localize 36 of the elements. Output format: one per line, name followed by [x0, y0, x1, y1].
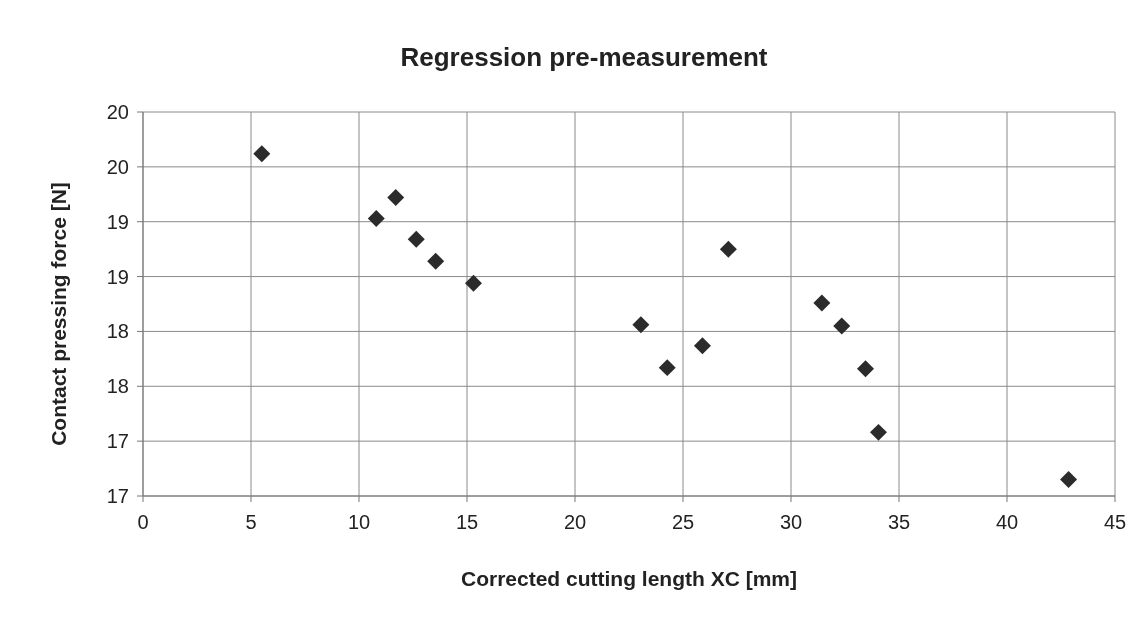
point — [427, 252, 445, 270]
x-tick-label: 15 — [455, 511, 479, 533]
point — [464, 274, 482, 292]
point — [367, 209, 385, 227]
point — [719, 240, 737, 258]
point — [407, 230, 425, 248]
y-tick-label: 19 — [106, 265, 129, 288]
y-axis-title: Contact pressing force [N] — [47, 182, 70, 446]
y-tick-label: 18 — [106, 375, 129, 398]
point — [387, 189, 405, 207]
x-tick-label: 45 — [1103, 511, 1127, 533]
x-tick-label: 10 — [347, 511, 371, 533]
chart-title: Regression pre-measurement — [400, 42, 768, 72]
x-tick-label: 5 — [245, 511, 257, 533]
point — [253, 145, 271, 163]
x-tick-label: 0 — [137, 511, 149, 533]
point — [869, 423, 887, 441]
y-tick-label: 20 — [106, 155, 129, 178]
y-tick-label: 20 — [106, 101, 129, 123]
point — [632, 316, 650, 334]
y-tick-label: 17 — [106, 485, 129, 507]
point — [658, 359, 676, 377]
x-tick-label: 40 — [995, 511, 1019, 533]
point — [857, 360, 875, 378]
x-tick-label: 30 — [779, 511, 803, 533]
x-tick-label: 35 — [887, 511, 911, 533]
point — [833, 317, 851, 335]
point — [693, 337, 711, 355]
point — [813, 294, 831, 312]
x-tick-label: 20 — [563, 511, 587, 533]
x-axis-title: Corrected cutting length XC [mm] — [460, 567, 798, 590]
y-tick-label: 19 — [106, 210, 129, 233]
y-tick-label: 18 — [106, 320, 129, 343]
y-tick-label: 17 — [106, 430, 129, 453]
point — [1060, 471, 1078, 489]
x-tick-label: 25 — [671, 511, 695, 533]
